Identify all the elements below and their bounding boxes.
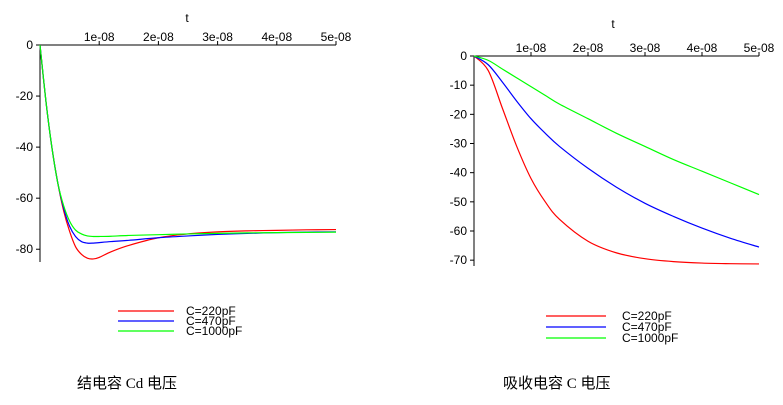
y-tick-label: -60 [450,224,468,238]
y-tick-label: -40 [450,166,468,180]
legend-label: C=470pF [186,314,236,328]
x-axis-label: t [611,17,615,31]
legend-label: C=1000pF [622,331,678,345]
series-line-1 [39,44,337,244]
chart-cd-voltage: t 1e-08 2e-08 3e-08 4e-08 5e-08 0 -20 -40 -60 -8… [16,11,352,392]
y-tick-label: -50 [450,195,468,209]
x-tick-label: 2e-08 [573,41,604,55]
y-tick-label: 0 [460,49,467,63]
y-tick-label: 0 [26,38,33,52]
y-tick-label: -20 [450,107,468,121]
y-ticks: 0 -20 -40 -60 -80 [16,38,40,256]
x-tick-label: 1e-08 [84,30,115,44]
x-tick-label: 3e-08 [630,41,661,55]
y-tick-label: -60 [16,191,34,205]
series-lines [39,44,337,260]
series-lines [473,55,760,265]
y-tick-label: -80 [16,242,34,256]
legend-label: C=220pF [622,309,672,323]
x-ticks: 1e-08 2e-08 3e-08 4e-08 5e-08 [516,41,775,56]
series-line-2 [473,55,760,196]
series-line-0 [39,44,337,260]
x-tick-label: 3e-08 [202,30,233,44]
x-ticks: 1e-08 2e-08 3e-08 4e-08 5e-08 [84,30,352,45]
series-line-2 [39,44,337,238]
series-line-1 [473,55,760,248]
y-tick-label: -70 [450,253,468,267]
x-tick-label: 1e-08 [516,41,547,55]
y-tick-label: -10 [450,78,468,92]
x-tick-label: 5e-08 [321,30,352,44]
y-ticks: 0 -10 -20 -30 -40 -50 -60 -70 [450,49,474,267]
legend-label: C=470pF [622,320,672,334]
x-tick-label: 4e-08 [261,30,292,44]
y-tick-label: -40 [16,140,34,154]
chart-c-voltage: t 1e-08 2e-08 3e-08 4e-08 5e-08 0 -10 -20 -30 -4… [450,17,775,392]
figure-caption: 吸收电容 C 电压 [503,375,611,392]
x-tick-label: 2e-08 [143,30,174,44]
x-axis-label: t [185,11,189,25]
series-line-0 [473,55,760,265]
legend-label: C=1000pF [186,324,242,338]
y-tick-label: -30 [450,137,468,151]
figure-caption: 结电容 Cd 电压 [77,375,177,392]
x-tick-label: 4e-08 [687,41,718,55]
x-tick-label: 5e-08 [744,41,775,55]
legend-label: C=220pF [186,304,236,318]
y-tick-label: -20 [16,89,34,103]
